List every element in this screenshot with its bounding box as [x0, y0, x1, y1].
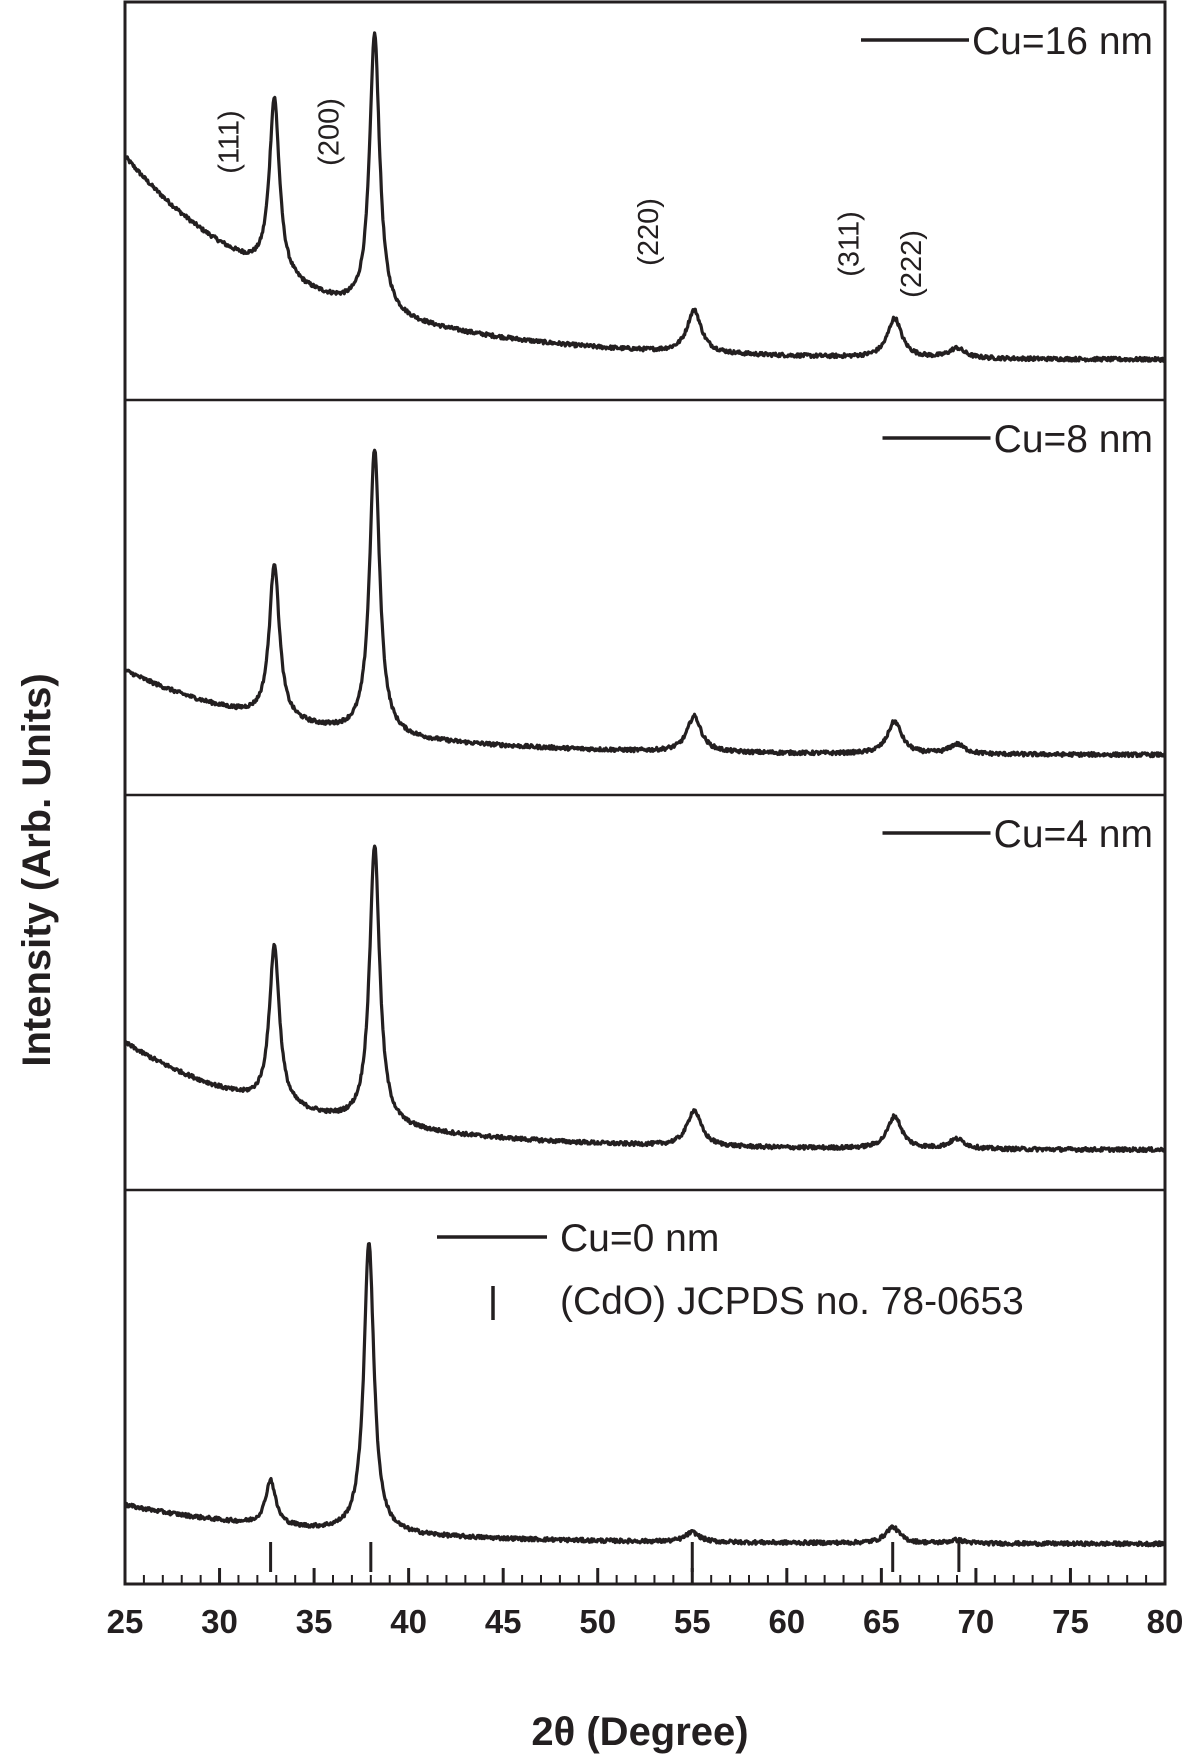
reference-legend-label: (CdO) JCPDS no. 78-0653 [560, 1280, 1024, 1323]
panel: Cu=8 nm [123, 418, 1167, 759]
x-tick-label: 70 [958, 1603, 995, 1640]
peak-annotation: (311) [834, 211, 866, 277]
series-line [123, 844, 1166, 1154]
x-tick-label: 30 [201, 1603, 238, 1640]
legend: Cu=8 nm [882, 418, 1153, 461]
series-line [124, 1241, 1167, 1548]
panel: Cu=4 nm [123, 813, 1166, 1154]
x-tick-label: 65 [863, 1603, 900, 1640]
legend-label: Cu=4 nm [994, 813, 1153, 856]
peak-annotation: (222) [896, 230, 928, 298]
series-line [123, 31, 1166, 363]
x-tick-label: 55 [674, 1603, 711, 1640]
x-tick-label: 25 [107, 1603, 144, 1640]
legend-label: Cu=0 nm [560, 1217, 719, 1260]
x-tick-label: 60 [768, 1603, 805, 1640]
legend-label: Cu=16 nm [972, 20, 1153, 63]
x-tick-label: 45 [485, 1603, 522, 1640]
x-axis: 25 30 35 40 45 50 55 60 65 70 75 80 [107, 1568, 1184, 1640]
x-axis-title: 2θ (Degree) [531, 1710, 748, 1754]
y-axis-title: Intensity (Arb. Units) [15, 673, 59, 1066]
peak-annotation: (220) [633, 198, 665, 266]
plot-border [123, 0, 1167, 1586]
peak-annotation: (200) [314, 98, 346, 166]
x-tick-label: 50 [579, 1603, 616, 1640]
peak-annotation: (111) [213, 110, 245, 173]
x-tick-label: 80 [1147, 1603, 1184, 1640]
legend-label: Cu=8 nm [994, 418, 1153, 461]
legend: Cu=0 nm (CdO) JCPDS no. 78-0653 [437, 1217, 1024, 1323]
x-tick-label: 35 [296, 1603, 333, 1640]
x-tick-label: 40 [390, 1603, 427, 1640]
legend: Cu=16 nm [861, 20, 1153, 63]
legend: Cu=4 nm [882, 813, 1153, 856]
plot-frame [123, 0, 1167, 1586]
panels-layer: Cu=16 nm (111) (200) (220) (311) (222) Cu=8 nm… [123, 20, 1167, 1572]
panel: Cu=0 nm (CdO) JCPDS no. 78-0653 [124, 1217, 1167, 1572]
x-tick-label: 75 [1052, 1603, 1089, 1640]
series-line [123, 448, 1167, 759]
panel: Cu=16 nm (111) (200) (220) (311) (222) [123, 20, 1166, 363]
